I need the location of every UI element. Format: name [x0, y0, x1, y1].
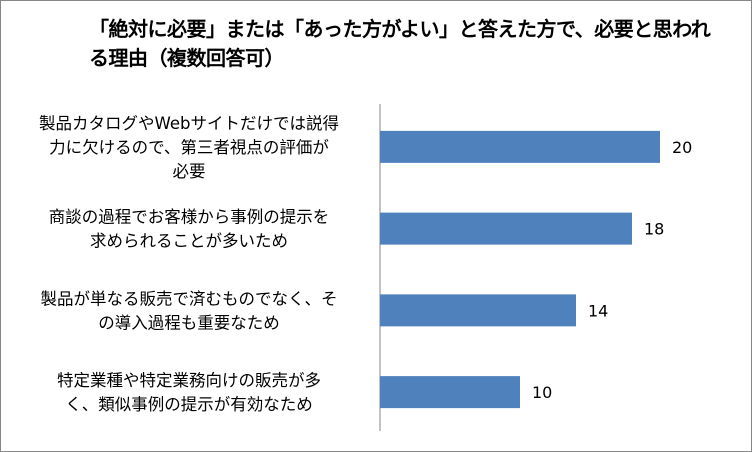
data-label-2: 18: [644, 220, 664, 239]
category-label-2: 求められることが多いため: [90, 232, 288, 251]
category-label-3: の導入過程も重要なため: [98, 313, 280, 332]
category-label-4: 特定業種や特定業務向けの販売が多: [57, 371, 321, 390]
category-label-2: 商談の過程でお客様から事例の提示を: [49, 208, 330, 227]
category-label-1: 必要: [173, 162, 206, 181]
bar-2: [380, 212, 632, 245]
category-label-1: 製品カタログやWebサイトだけでは説得: [39, 114, 339, 133]
bar-3: [380, 294, 576, 327]
data-label-1: 20: [672, 138, 692, 157]
chart-title: 「絶対に必要」または「あった方がよい」と答えた方で、必要と思われる理由（複数回答…: [89, 17, 711, 70]
bar-4: [380, 376, 520, 409]
category-label-3: 製品が単なる販売で済むものでなく、そ: [41, 289, 338, 308]
category-label-1: 力に欠けるので、第三者視点の評価が: [49, 138, 329, 157]
data-label-4: 10: [532, 383, 552, 402]
bar-1: [380, 130, 660, 163]
data-label-3: 14: [588, 301, 608, 320]
category-label-4: く、類似事例の提示が有効なため: [65, 395, 313, 414]
